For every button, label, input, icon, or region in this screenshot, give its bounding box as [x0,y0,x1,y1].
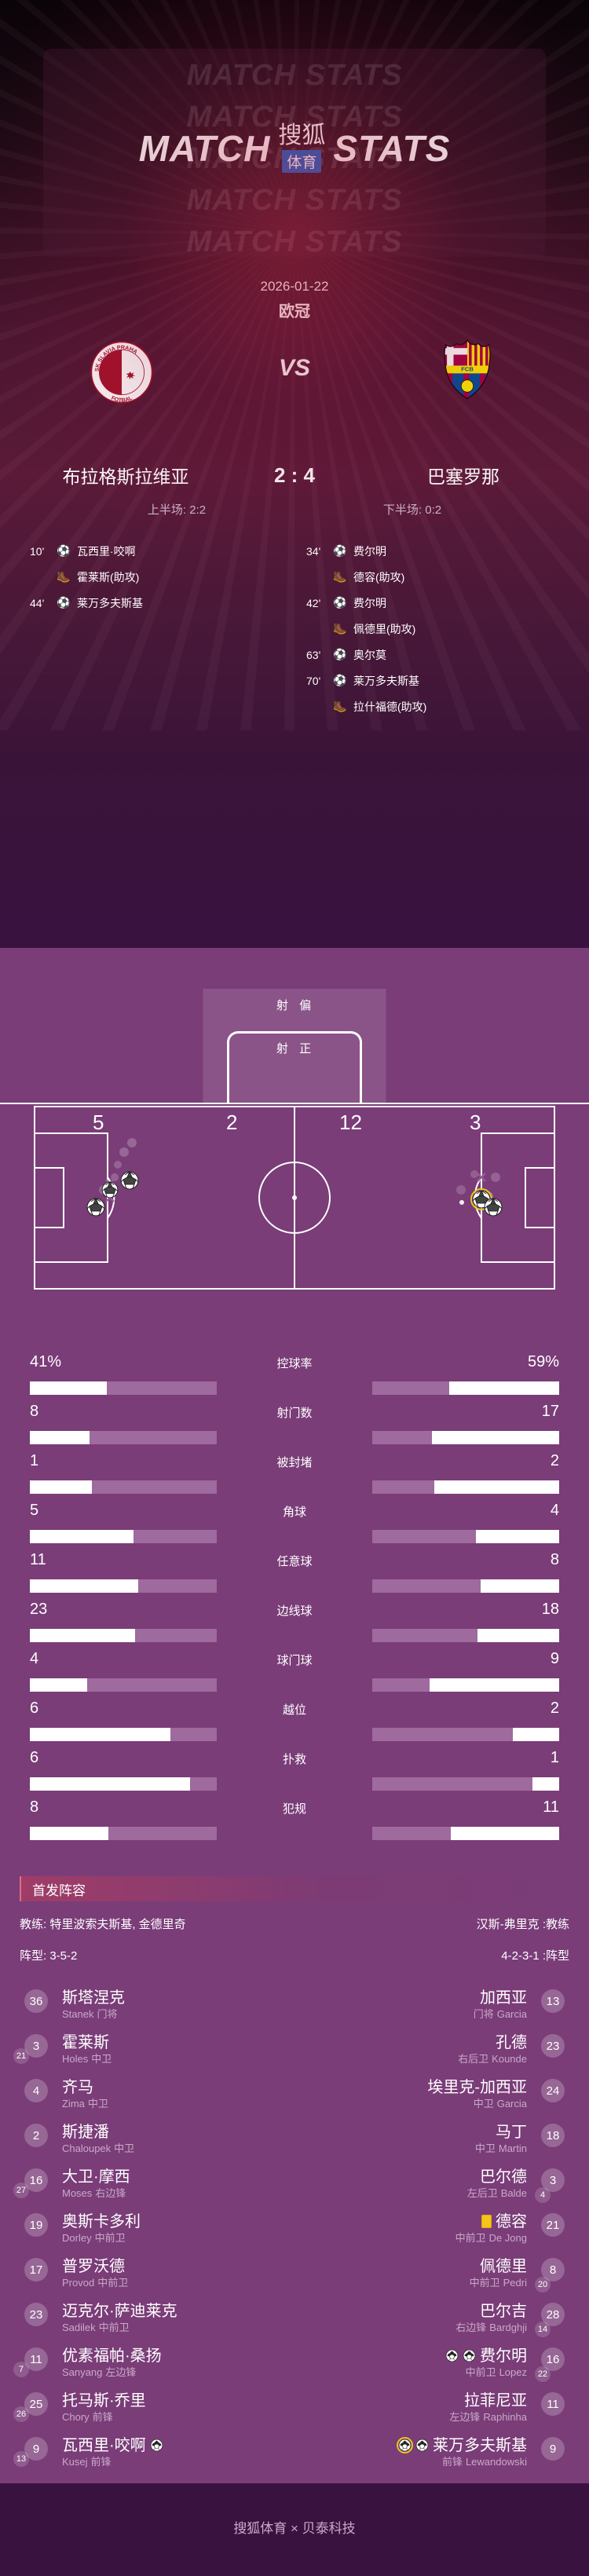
svg-text:SK SLAVIA PRAHA: SK SLAVIA PRAHA [94,345,139,372]
svg-text:FCB: FCB [461,366,474,373]
svg-text:FOTBAL: FOTBAL [110,394,134,403]
